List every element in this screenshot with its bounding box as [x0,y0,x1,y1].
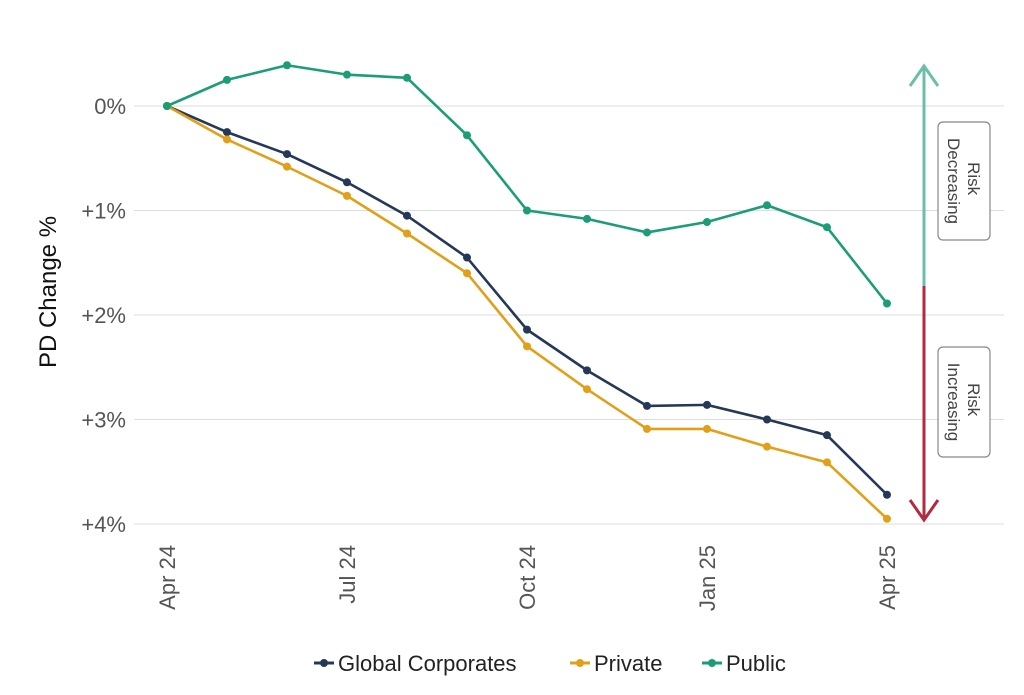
data-point-private [223,135,231,144]
series-lines [163,61,891,523]
data-point-private [523,342,531,351]
data-point-public [703,217,711,226]
data-point-global-corporates [223,128,231,137]
data-point-private [463,269,471,278]
risk-decreasing-arrowhead [908,63,940,87]
legend-swatch-dot [708,659,716,667]
data-point-private [283,162,291,171]
risk-increasing-callout: Risk Increasing [937,346,991,458]
risk-decreasing-line1: Risk [964,162,983,196]
data-point-global-corporates [523,325,531,334]
data-point-private [343,191,351,200]
series-public [163,61,891,308]
legend-label: Private [594,651,662,676]
legend: Global Corporates Private Public [314,651,786,676]
data-point-private [703,424,711,433]
risk-decreasing-callout: Risk Decreasing [937,121,991,241]
x-tick-label: Jan 25 [695,545,720,611]
y-tick-label: +1% [81,199,126,224]
data-point-public [763,201,771,210]
data-point-global-corporates [883,490,891,499]
data-point-public [163,102,171,110]
data-point-public [463,131,471,140]
grid-lines [134,105,1004,525]
data-point-public [403,73,411,82]
data-point-global-corporates [403,211,411,220]
legend-item-private: Private [570,651,662,676]
data-point-global-corporates [583,366,591,375]
series-line-private [165,104,889,521]
series-global-corporates [163,102,891,499]
data-point-public [223,75,231,84]
data-point-private [403,229,411,238]
data-point-public [643,228,651,237]
legend-swatch-dot [320,659,328,667]
risk-decreasing-line2: Decreasing [944,138,963,224]
data-point-public [523,206,531,215]
legend-item-public: Public [702,651,786,676]
risk-increasing-line1: Risk [964,383,983,417]
legend-item-global-corporates: Global Corporates [314,651,517,676]
data-point-global-corporates [823,431,831,440]
y-tick-label: +4% [81,512,126,537]
y-axis-ticks: 0% +1% +2% +3% +4% [81,94,126,537]
x-axis-ticks: Apr 24 Jul 24 Oct 24 Jan 25 Apr 25 [155,545,900,611]
series-private [163,102,891,523]
data-point-public [583,214,591,223]
data-point-global-corporates [463,253,471,262]
x-tick-label: Oct 24 [515,545,540,610]
x-tick-label: Jul 24 [335,545,360,604]
risk-increasing-arrowhead [908,499,940,523]
y-tick-label: +3% [81,408,126,433]
svg-text:Risk Increasing: Risk Increasing [944,363,983,441]
svg-text:Risk Decreasing: Risk Decreasing [944,138,983,224]
data-point-public [343,70,351,79]
y-tick-label: +2% [81,303,126,328]
data-point-public [283,61,291,70]
data-point-global-corporates [643,401,651,410]
data-point-private [643,424,651,433]
series-line-global-corporates [165,104,889,497]
x-tick-label: Apr 24 [155,545,180,610]
risk-increasing-line2: Increasing [944,363,963,441]
data-point-private [583,385,591,394]
data-point-private [823,458,831,467]
legend-swatch-dot [576,659,584,667]
data-point-public [883,299,891,308]
data-point-private [763,442,771,451]
data-point-global-corporates [283,150,291,159]
data-point-private [883,514,891,523]
y-axis-title: PD Change % [35,216,62,368]
risk-arrow: Risk Decreasing Risk Increasing [908,63,991,523]
data-point-public [823,223,831,232]
data-point-global-corporates [763,415,771,424]
y-tick-label: 0% [94,94,126,119]
data-point-global-corporates [703,400,711,409]
series-line-public [165,63,889,305]
x-tick-label: Apr 25 [875,545,900,610]
legend-label: Public [726,651,786,676]
data-point-global-corporates [343,178,351,187]
legend-label: Global Corporates [338,651,517,676]
